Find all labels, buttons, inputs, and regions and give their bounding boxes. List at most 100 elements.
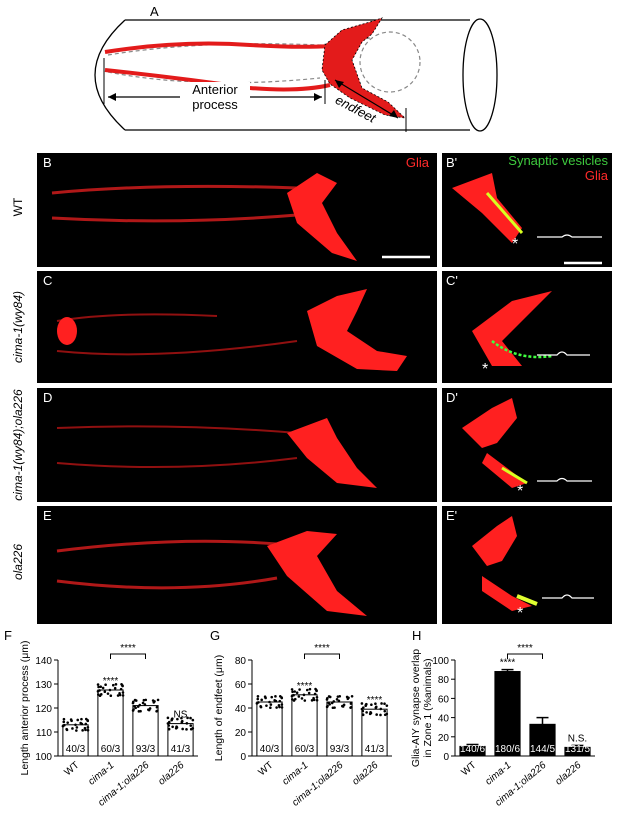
data-point-F (108, 688, 112, 692)
data-point-G (280, 706, 284, 709)
n-label-G: 40/3 (260, 744, 280, 755)
data-point-F (84, 728, 87, 732)
y-tick-label-H: 60 (438, 694, 450, 705)
n-label-F: 93/3 (136, 744, 156, 755)
data-point-G (308, 687, 312, 691)
data-point-G (278, 705, 281, 709)
panel-letter-c: C (43, 273, 53, 288)
data-point-G (385, 704, 389, 707)
data-point-G (270, 695, 274, 699)
data-point-F (144, 698, 148, 702)
category-label-H: ola226 (553, 760, 583, 788)
n-label-F: 60/3 (101, 744, 121, 755)
data-point-F (147, 708, 150, 711)
data-point-G (295, 691, 299, 694)
data-point-F (151, 699, 155, 702)
data-point-F (156, 698, 160, 702)
data-point-G (305, 688, 309, 692)
row-label-ola226: ola226 (11, 543, 25, 581)
n-label-G: 41/3 (365, 744, 385, 755)
panel-letter-d-prime: D' (446, 390, 458, 405)
data-point-F (185, 722, 189, 725)
data-point-G (349, 706, 352, 709)
data-point-F (121, 691, 125, 694)
bracket-label-H: **** (517, 643, 533, 654)
data-point-F (65, 728, 69, 732)
panel-letter-d: D (43, 390, 53, 405)
glia-label-prime: Glia (584, 168, 608, 183)
significance-bracket-G (304, 653, 340, 659)
data-point-G (364, 704, 367, 708)
category-label-G: ola226 (350, 760, 380, 788)
data-point-F (109, 694, 113, 698)
data-point-F (111, 683, 115, 687)
data-point-F (62, 717, 66, 721)
data-point-G (307, 691, 311, 695)
data-point-G (370, 703, 373, 707)
data-point-G (383, 702, 386, 705)
data-point-G (360, 702, 364, 705)
data-point-G (374, 706, 378, 710)
data-point-G (297, 695, 301, 698)
y-tick-label-F: 140 (35, 656, 52, 667)
panel-a: A Anterior process endfeet (0, 0, 617, 145)
n-label-F: 41/3 (171, 744, 191, 755)
y-tick-label-G: 0 (240, 752, 246, 763)
n-label-F: 40/3 (66, 744, 86, 755)
significance-bracket-F (110, 653, 146, 659)
data-point-G (264, 696, 267, 700)
data-point-G (313, 692, 317, 696)
y-axis-label-G: Length of endfeet (μm) (213, 655, 225, 761)
data-point-F (98, 689, 101, 692)
data-point-G (300, 697, 304, 700)
data-point-G (292, 693, 295, 697)
synaptic-vesicles-label: Synaptic vesicles (508, 153, 608, 168)
svg-text:*: * (512, 236, 518, 253)
data-point-F (176, 717, 179, 721)
bar-G-1 (291, 694, 318, 757)
data-point-G (293, 690, 297, 693)
data-point-G (349, 702, 353, 705)
data-point-G (280, 696, 284, 700)
data-point-G (383, 709, 387, 713)
panel-c-image: C (37, 271, 437, 383)
data-point-G (335, 698, 339, 701)
data-point-G (361, 709, 365, 713)
data-point-F (189, 716, 192, 720)
data-point-G (338, 694, 342, 698)
n-label-G: 60/3 (295, 744, 315, 755)
svg-text:*: * (482, 361, 488, 378)
micrograph-b (51, 173, 430, 261)
data-point-F (71, 727, 74, 730)
bar-H-2 (529, 723, 556, 757)
data-point-G (341, 704, 344, 708)
significance-H: **** (500, 658, 516, 669)
panel-c-prime-image: C' * (442, 271, 612, 383)
data-point-G (365, 711, 368, 714)
data-point-F (98, 694, 102, 698)
data-point-F (180, 720, 184, 724)
data-point-F (189, 727, 193, 731)
data-point-G (361, 713, 365, 716)
category-label-G: WT (256, 760, 275, 778)
data-point-F (86, 726, 90, 729)
data-point-G (350, 694, 354, 698)
data-point-G (291, 690, 294, 694)
data-point-F (121, 684, 124, 687)
y-tick-label-G: 60 (235, 680, 247, 691)
data-point-F (114, 683, 118, 686)
data-point-F (167, 724, 171, 727)
bar-G-2 (326, 701, 353, 757)
data-point-G (368, 712, 372, 716)
data-point-G (327, 701, 330, 705)
y-tick-label-F: 120 (35, 704, 52, 715)
data-point-F (61, 724, 65, 728)
data-point-F (119, 687, 123, 691)
data-point-G (265, 704, 268, 707)
bar-H-0 (459, 745, 486, 757)
data-point-F (80, 717, 83, 721)
data-point-G (375, 713, 378, 716)
panel-d-prime-image: D' * (442, 388, 612, 502)
data-point-G (325, 698, 329, 701)
data-point-F (66, 721, 69, 724)
